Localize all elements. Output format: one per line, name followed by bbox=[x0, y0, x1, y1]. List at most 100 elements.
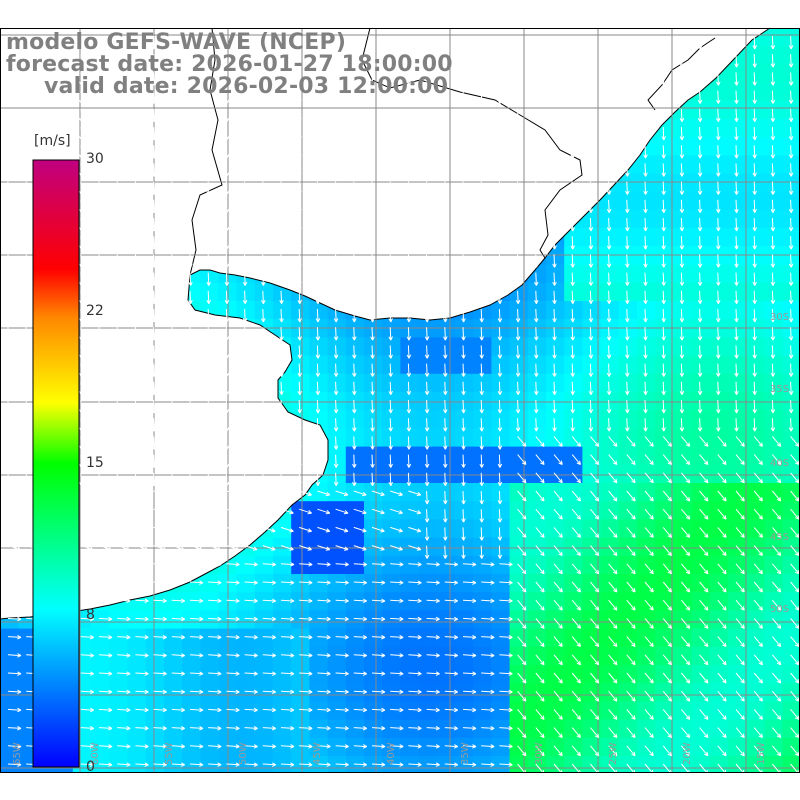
field-cell bbox=[127, 737, 147, 757]
field-cell bbox=[254, 701, 274, 721]
field-cell bbox=[109, 665, 128, 684]
field-cell bbox=[746, 46, 765, 65]
wind-arrow bbox=[461, 436, 466, 450]
field-cell bbox=[382, 519, 401, 539]
wind-arrow bbox=[570, 418, 575, 432]
wind-arrow bbox=[242, 108, 248, 123]
field-cell bbox=[527, 410, 547, 429]
lat-label: 35S bbox=[770, 384, 789, 395]
wind-arrow bbox=[224, 454, 230, 468]
wind-arrow bbox=[6, 363, 11, 377]
wind-arrow bbox=[371, 762, 386, 767]
wind-arrow bbox=[80, 725, 95, 731]
wind-arrow bbox=[790, 727, 800, 739]
wind-arrow bbox=[534, 363, 539, 377]
field-cell bbox=[364, 519, 383, 539]
field-cell bbox=[200, 574, 219, 593]
wind-arrow bbox=[279, 181, 284, 195]
field-cell bbox=[418, 737, 438, 757]
field-cell bbox=[455, 737, 474, 757]
wind-arrow bbox=[479, 54, 484, 68]
forecast-date: forecast date: 2026-01-27 18:00:00 bbox=[6, 52, 453, 77]
wind-arrow bbox=[188, 163, 193, 177]
wind-arrow bbox=[699, 508, 709, 520]
wind-arrow bbox=[716, 181, 721, 195]
wind-arrow bbox=[697, 54, 703, 68]
wind-arrow bbox=[534, 181, 539, 195]
wind-arrow bbox=[552, 72, 557, 86]
field-cell bbox=[637, 191, 656, 211]
wind-arrow bbox=[188, 418, 193, 432]
wind-arrow bbox=[189, 689, 204, 695]
wind-arrow bbox=[242, 381, 248, 396]
field-cell bbox=[364, 501, 383, 520]
wind-arrow bbox=[262, 744, 277, 749]
field-cell bbox=[254, 592, 274, 611]
field-cell bbox=[200, 592, 219, 611]
field-cell bbox=[418, 628, 438, 648]
wind-arrow bbox=[625, 181, 630, 195]
wind-arrow bbox=[515, 381, 521, 396]
wind-arrow bbox=[335, 707, 349, 713]
wind-arrow bbox=[6, 327, 11, 341]
wind-arrow bbox=[98, 580, 113, 585]
wind-arrow bbox=[443, 308, 448, 323]
wind-arrow bbox=[188, 254, 193, 268]
field-cell bbox=[491, 501, 511, 520]
wind-arrow bbox=[390, 653, 404, 658]
wind-arrow bbox=[79, 381, 84, 396]
wind-arrow bbox=[716, 290, 721, 305]
wind-arrow bbox=[224, 54, 230, 68]
wind-arrow bbox=[753, 545, 763, 557]
wind-arrow bbox=[189, 562, 204, 567]
wind-arrow bbox=[517, 618, 527, 629]
wind-arrow bbox=[79, 290, 84, 305]
wind-arrow bbox=[716, 126, 721, 141]
wind-arrow bbox=[279, 54, 284, 68]
wind-arrow bbox=[697, 72, 703, 86]
wind-arrow bbox=[390, 580, 404, 585]
wind-arrow bbox=[515, 126, 521, 141]
lon-label: 40W bbox=[386, 742, 397, 765]
wind-arrow bbox=[371, 562, 386, 567]
field-cell bbox=[546, 373, 565, 393]
wind-arrow bbox=[280, 545, 294, 551]
colorbar-tick-30: 30 bbox=[86, 151, 104, 167]
wind-arrow bbox=[681, 508, 691, 520]
wind-arrow bbox=[206, 399, 211, 414]
field-cell bbox=[127, 701, 147, 721]
wind-arrow bbox=[788, 72, 794, 86]
field-cell bbox=[564, 373, 583, 393]
wind-arrow bbox=[643, 363, 648, 377]
wind-arrow bbox=[188, 35, 193, 50]
field-cell bbox=[418, 756, 438, 773]
wind-arrow bbox=[7, 616, 22, 622]
lat-lon-grid bbox=[0, 28, 800, 773]
field-cell bbox=[546, 319, 565, 338]
field-cell bbox=[673, 337, 693, 357]
wind-arrow bbox=[333, 272, 339, 286]
wind-arrow bbox=[770, 327, 776, 341]
wind-arrow bbox=[388, 472, 393, 487]
wind-arrow bbox=[790, 599, 800, 611]
wind-arrow bbox=[135, 707, 149, 713]
wind-arrow bbox=[151, 54, 157, 68]
wind-arrow bbox=[353, 762, 368, 767]
field-cell bbox=[436, 665, 456, 684]
wind-arrow bbox=[625, 54, 630, 68]
wind-arrow bbox=[552, 145, 557, 159]
wind-arrow bbox=[770, 126, 776, 141]
field-cell bbox=[109, 719, 128, 739]
wind-arrow bbox=[115, 436, 120, 450]
wind-arrow bbox=[461, 217, 466, 232]
wind-arrow bbox=[772, 581, 782, 593]
wind-arrow bbox=[461, 236, 466, 250]
wind-arrow bbox=[661, 145, 666, 159]
wind-arrow bbox=[7, 707, 22, 713]
field-cell bbox=[182, 628, 201, 648]
wind-arrow bbox=[588, 363, 594, 377]
wind-arrow bbox=[734, 108, 739, 123]
field-cell bbox=[418, 446, 438, 466]
wind-arrow bbox=[626, 618, 636, 629]
wind-arrow bbox=[133, 181, 139, 195]
